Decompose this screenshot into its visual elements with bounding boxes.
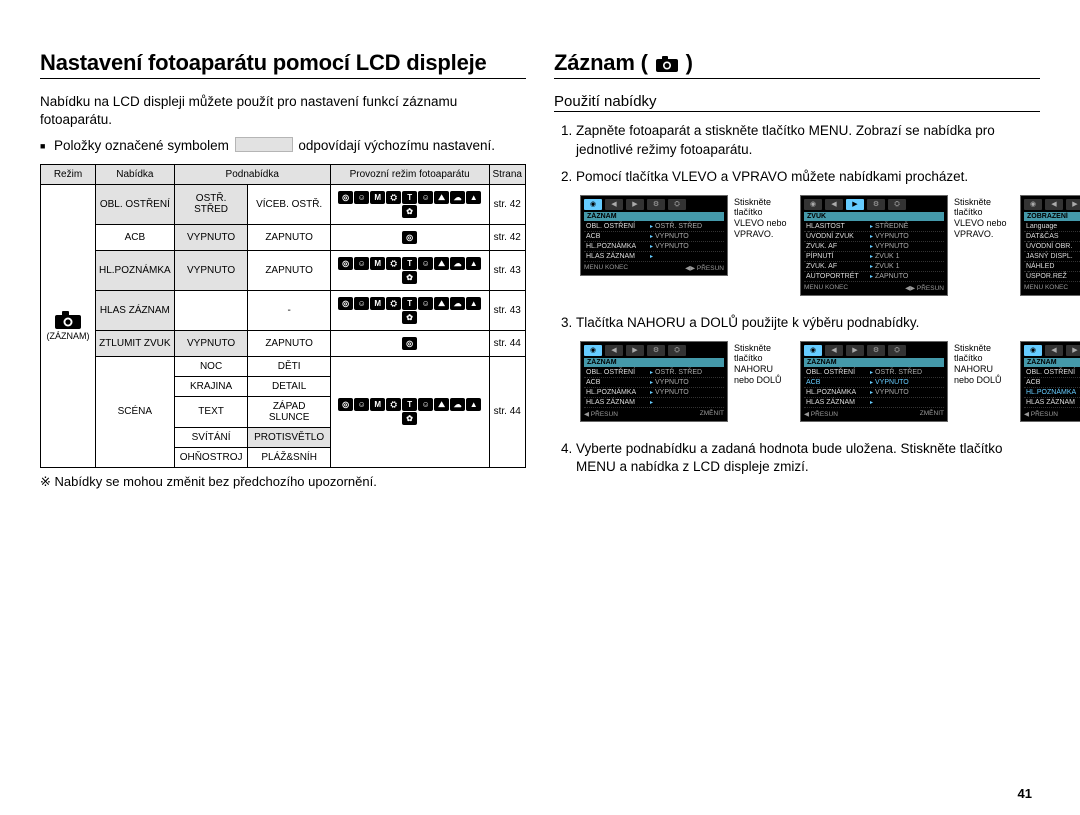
submenu-cell: ZAPNUTO <box>248 224 330 250</box>
submenu-cell: ZÁPAD SLUNCE <box>248 396 330 427</box>
submenu-cell <box>174 290 248 330</box>
menu-cell: SCÉNA <box>96 356 175 467</box>
submenu-cell: - <box>248 290 330 330</box>
submenu-cell: SVÍTÁNÍ <box>174 427 248 447</box>
settings-table: Režim Nabídka Podnabídka Provozní režim … <box>40 164 526 468</box>
submenu-cell: KRAJINA <box>174 376 248 396</box>
mode-icons-cell: ◎ <box>330 224 489 250</box>
mode-cell: (ZÁZNAM) <box>41 184 96 467</box>
mode-icons-cell: ◎☺M⛭T☺⛰☁▲✿ <box>330 356 489 467</box>
lcd-screen-6: ◉◀▶⚙⛭ZÁZNAMOBL. OSTŘENÍ▸OSTŘ. STŘEDACB▸V… <box>1020 341 1080 422</box>
left-column: Nastavení fotoaparátu pomocí LCD displej… <box>40 50 526 490</box>
camera-icon <box>656 56 678 72</box>
menu-cell: HL.POZNÁMKA <box>96 250 175 290</box>
lcd-screen-2: ◉◀▶⚙⛭ZVUKHLASITOST▸STŘEDNĚÚVODNÍ ZVUK▸VY… <box>800 195 948 296</box>
mode-icons-cell: ◎☺M⛭T☺⛰☁▲✿ <box>330 290 489 330</box>
th-sub: Podnabídka <box>174 164 330 184</box>
th-opmode: Provozní režim fotoaparátu <box>330 164 489 184</box>
step-3: Tlačítka NAHORU a DOLŮ použijte k výběru… <box>576 314 1040 333</box>
menu-cell: ZTLUMIT ZVUK <box>96 330 175 356</box>
submenu-cell: VÍCEB. OSTŘ. <box>248 184 330 224</box>
right-column: Záznam ( ) Použití nabídky Zapněte fotoa… <box>554 50 1040 490</box>
submenu-cell: VYPNUTO <box>174 330 248 356</box>
page-cell: str. 44 <box>489 330 526 356</box>
caption-ud-1: Stiskněte tlačítko NAHORU nebo DOLŮ <box>734 341 788 386</box>
intro-text: Nabídku na LCD displeji můžete použít pr… <box>40 93 526 129</box>
footnote: ※ Nabídky se mohou změnit bez předchozíh… <box>40 474 526 490</box>
page-number: 41 <box>1018 786 1032 801</box>
lcd-screen-1: ◉◀▶⚙⛭ZÁZNAMOBL. OSTŘENÍ▸OSTŘ. STŘEDACB▸V… <box>580 195 728 276</box>
submenu-cell: VYPNUTO <box>174 224 248 250</box>
page-cell: str. 43 <box>489 250 526 290</box>
submenu-cell: ZAPNUTO <box>248 250 330 290</box>
th-menu: Nabídka <box>96 164 175 184</box>
mode-icons-cell: ◎ <box>330 330 489 356</box>
bullet-after: odpovídají výchozímu nastavení. <box>298 138 495 153</box>
default-swatch <box>235 137 293 152</box>
step-1: Zapněte fotoaparát a stiskněte tlačítko … <box>576 122 1040 160</box>
steps-list-2: Tlačítka NAHORU a DOLŮ použijte k výběru… <box>554 314 1040 333</box>
submenu-cell: TEXT <box>174 396 248 427</box>
submenu-cell: DETAIL <box>248 376 330 396</box>
menu-cell: ACB <box>96 224 175 250</box>
steps-list: Zapněte fotoaparát a stiskněte tlačítko … <box>554 122 1040 187</box>
page-cell: str. 42 <box>489 184 526 224</box>
menu-cell: HLAS ZÁZNAM <box>96 290 175 330</box>
submenu-cell: DĚTI <box>248 356 330 376</box>
right-title: Záznam ( ) <box>554 50 1040 79</box>
left-title: Nastavení fotoaparátu pomocí LCD displej… <box>40 50 526 79</box>
mode-icons-cell: ◎☺M⛭T☺⛰☁▲✿ <box>330 250 489 290</box>
steps-list-3: Vyberte podnabídku a zadaná hodnota bude… <box>554 440 1040 478</box>
submenu-cell: PROTISVĚTLO <box>248 427 330 447</box>
submenu-cell: PLÁŽ&SNÍH <box>248 447 330 467</box>
screenshot-pair-1: ◉◀▶⚙⛭ZÁZNAMOBL. OSTŘENÍ▸OSTŘ. STŘEDACB▸V… <box>580 195 1040 296</box>
th-page: Strana <box>489 164 526 184</box>
submenu-cell: ZAPNUTO <box>248 330 330 356</box>
submenu-cell: OHŇOSTROJ <box>174 447 248 467</box>
caption-lr-2: Stiskněte tlačítko VLEVO nebo VPRAVO. <box>954 195 1008 240</box>
bullet-before: Položky označené symbolem <box>54 138 229 153</box>
caption-ud-2: Stiskněte tlačítko NAHORU nebo DOLŮ <box>954 341 1008 386</box>
page-cell: str. 42 <box>489 224 526 250</box>
lcd-screen-3: ◉◀▶⚙⛭ZOBRAZENÍLanguage▸ČeštinaDAT&ČAS▸ÚV… <box>1020 195 1080 296</box>
lcd-screen-4: ◉◀▶⚙⛭ZÁZNAMOBL. OSTŘENÍ▸OSTŘ. STŘEDACB▸V… <box>580 341 728 422</box>
submenu-cell: OSTŘ. STŘED <box>174 184 248 224</box>
default-note: Položky označené symbolem odpovídají výc… <box>40 137 526 155</box>
screenshot-pair-2: ◉◀▶⚙⛭ZÁZNAMOBL. OSTŘENÍ▸OSTŘ. STŘEDACB▸V… <box>580 341 1040 422</box>
th-mode: Režim <box>41 164 96 184</box>
submenu-cell: VYPNUTO <box>174 250 248 290</box>
submenu-cell: NOC <box>174 356 248 376</box>
mode-icons-cell: ◎☺M⛭T☺⛰☁▲✿ <box>330 184 489 224</box>
lcd-screen-5: ◉◀▶⚙⛭ZÁZNAMOBL. OSTŘENÍ▸OSTŘ. STŘEDACB▸V… <box>800 341 948 422</box>
menu-cell: OBL. OSTŘENÍ <box>96 184 175 224</box>
step-2: Pomocí tlačítka VLEVO a VPRAVO můžete na… <box>576 168 1040 187</box>
page-cell: str. 44 <box>489 356 526 467</box>
page-cell: str. 43 <box>489 290 526 330</box>
step-4: Vyberte podnabídku a zadaná hodnota bude… <box>576 440 1040 478</box>
caption-lr-1: Stiskněte tlačítko VLEVO nebo VPRAVO. <box>734 195 788 240</box>
section-heading: Použití nabídky <box>554 93 1040 112</box>
